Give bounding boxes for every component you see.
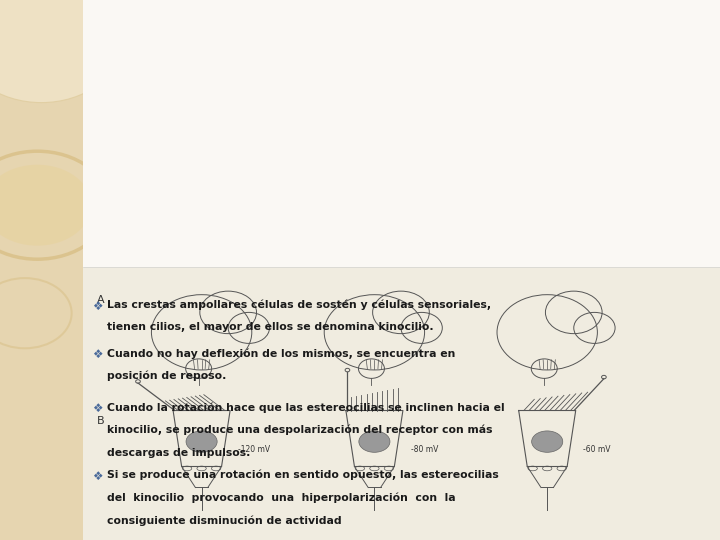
Text: consiguiente disminución de actividad: consiguiente disminución de actividad: [107, 515, 341, 525]
Ellipse shape: [359, 431, 390, 453]
Bar: [83, 0, 720, 267]
Circle shape: [0, 0, 121, 103]
Text: tienen cilios, el mayor de ellos se denomina kinocilio.: tienen cilios, el mayor de ellos se deno…: [107, 322, 433, 333]
Text: Las crestas ampollares células de sostén y células sensoriales,: Las crestas ampollares células de sostén…: [107, 300, 491, 310]
Text: posición de reposo.: posición de reposo.: [107, 371, 226, 381]
Text: Cuando la rotación hace que las estereocilias se inclinen hacia el: Cuando la rotación hace que las estereoc…: [107, 402, 504, 413]
Text: -120 mV: -120 mV: [238, 445, 270, 454]
Circle shape: [0, 165, 91, 246]
Text: ❖: ❖: [92, 300, 103, 313]
Bar: [0, 0, 83, 540]
Text: -60 mV: -60 mV: [583, 445, 611, 454]
Text: B: B: [97, 416, 105, 426]
Text: ❖: ❖: [92, 402, 103, 415]
Text: del  kinocilio  provocando  una  hiperpolarización  con  la: del kinocilio provocando una hiperpolari…: [107, 492, 455, 503]
Ellipse shape: [531, 431, 563, 453]
Text: A: A: [97, 295, 105, 305]
Ellipse shape: [186, 431, 217, 453]
Text: descargas de impulsos.: descargas de impulsos.: [107, 448, 250, 458]
Text: -80 mV: -80 mV: [410, 445, 438, 454]
Text: Si se produce una rotación en sentido opuesto, las estereocilias: Si se produce una rotación en sentido op…: [107, 470, 498, 480]
Text: ❖: ❖: [92, 470, 103, 483]
Text: ❖: ❖: [92, 348, 103, 361]
Text: Cuando no hay deflexión de los mismos, se encuentra en: Cuando no hay deflexión de los mismos, s…: [107, 348, 455, 359]
Text: kinocilio, se produce una despolarización del receptor con más: kinocilio, se produce una despolarizació…: [107, 425, 492, 435]
